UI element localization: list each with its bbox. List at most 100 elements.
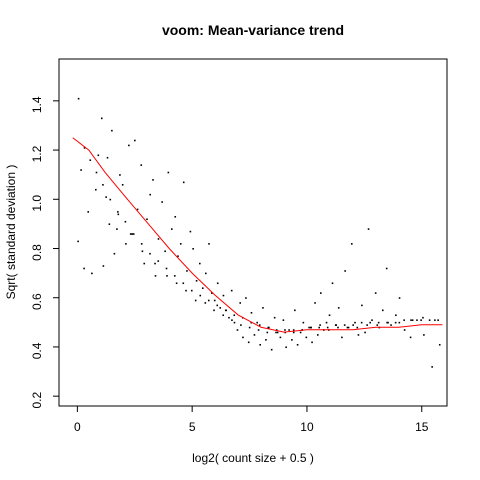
scatter-point — [108, 223, 111, 225]
scatter-point — [296, 343, 299, 346]
scatter-point — [341, 336, 343, 339]
scatter-point — [204, 302, 207, 304]
scatter-point — [262, 307, 264, 309]
scatter-point — [195, 279, 198, 282]
scatter-point — [275, 331, 277, 334]
scatter-point — [294, 309, 296, 312]
scatter-point — [309, 326, 312, 329]
scatter-point — [356, 326, 359, 329]
scatter-point — [194, 299, 197, 302]
scatter-point — [177, 255, 179, 257]
y-axis-tick-label: 0.4 — [30, 342, 44, 359]
scatter-point — [224, 309, 227, 312]
scatter-point — [376, 324, 379, 326]
scatter-point — [164, 250, 166, 253]
scatter-point — [207, 299, 210, 302]
scatter-point — [173, 275, 176, 277]
scatter-point — [157, 260, 160, 262]
scatter-point — [140, 164, 143, 166]
scatter-point — [233, 314, 236, 317]
scatter-point — [175, 282, 178, 285]
scatter-point — [124, 220, 127, 223]
scatter-point — [387, 321, 389, 324]
scatter-point — [314, 302, 316, 304]
scatter-point — [136, 208, 139, 211]
scatter-point — [369, 321, 371, 324]
scatter-point — [161, 201, 163, 203]
scatter-point — [140, 243, 143, 245]
scatter-point — [134, 139, 136, 142]
scatter-point — [248, 326, 251, 329]
scatter-point — [111, 129, 113, 132]
scatter-point — [347, 326, 350, 329]
scatter-point — [213, 309, 215, 312]
scatter-point — [109, 198, 112, 201]
scatter-point — [154, 262, 156, 265]
scatter-point — [292, 329, 295, 331]
scatter-point — [331, 282, 334, 285]
scatter-point — [154, 275, 157, 277]
scatter-point — [381, 309, 384, 312]
scatter-point — [245, 297, 247, 299]
scatter-point — [361, 304, 363, 307]
scatter-point — [299, 331, 302, 334]
scatter-point — [186, 270, 188, 272]
scatter-point — [360, 321, 363, 324]
chart-title: voom: Mean-variance trend — [162, 22, 344, 38]
scatter-point — [409, 336, 412, 339]
scatter-point — [428, 319, 431, 321]
scatter-point — [438, 343, 441, 346]
scatter-point — [434, 319, 436, 321]
scatter-point — [189, 230, 192, 233]
scatter-point — [119, 174, 121, 176]
scatter-point — [87, 211, 90, 213]
scatter-point — [117, 211, 119, 213]
scatter-point — [385, 267, 388, 270]
scatter-point — [343, 324, 346, 326]
scatter-point — [410, 319, 412, 321]
scatter-point — [231, 319, 233, 321]
x-axis-tick-label: 0 — [74, 420, 81, 434]
scatter-point — [258, 324, 261, 326]
scatter-point — [182, 282, 185, 285]
scatter-point — [146, 218, 148, 221]
scatter-point — [100, 117, 103, 120]
y-axis-tick-label: 0.2 — [30, 391, 44, 408]
scatter-point — [335, 324, 337, 326]
scatter-point — [275, 329, 278, 331]
scatter-point — [317, 334, 319, 336]
scatter-point — [395, 314, 397, 317]
scatter-point — [102, 265, 105, 267]
scatter-point — [192, 248, 194, 250]
scatter-point — [337, 326, 339, 329]
scatter-point — [125, 243, 127, 245]
scatter-point — [105, 196, 107, 198]
scatter-point — [208, 243, 210, 245]
scatter-point — [374, 292, 377, 294]
x-axis-tick-label: 10 — [300, 420, 314, 434]
plot-area — [72, 97, 443, 368]
scatter-point — [350, 243, 353, 245]
scatter-point — [236, 329, 239, 331]
x-axis-tick-label: 15 — [415, 420, 429, 434]
scatter-point — [326, 326, 329, 329]
scatter-point — [131, 233, 134, 235]
scatter-point — [210, 292, 213, 294]
scatter-point — [371, 319, 373, 321]
scatter-point — [346, 326, 349, 329]
scatter-point — [257, 329, 260, 331]
scatter-point — [390, 324, 392, 326]
scatter-point — [398, 321, 401, 324]
scatter-point — [95, 171, 98, 174]
scatter-point — [222, 314, 225, 317]
scatter-point — [83, 147, 86, 149]
scatter-point — [91, 272, 93, 275]
x-axis-label: log2( count size + 0.5 ) — [192, 451, 314, 465]
scatter-point — [190, 289, 193, 292]
y-axis-tick-label: 0.8 — [30, 244, 44, 261]
scatter-point — [320, 292, 322, 294]
scatter-point — [165, 267, 168, 270]
scatter-point — [292, 331, 295, 334]
x-axis-ticks: 0 5 10 15 — [74, 405, 429, 434]
